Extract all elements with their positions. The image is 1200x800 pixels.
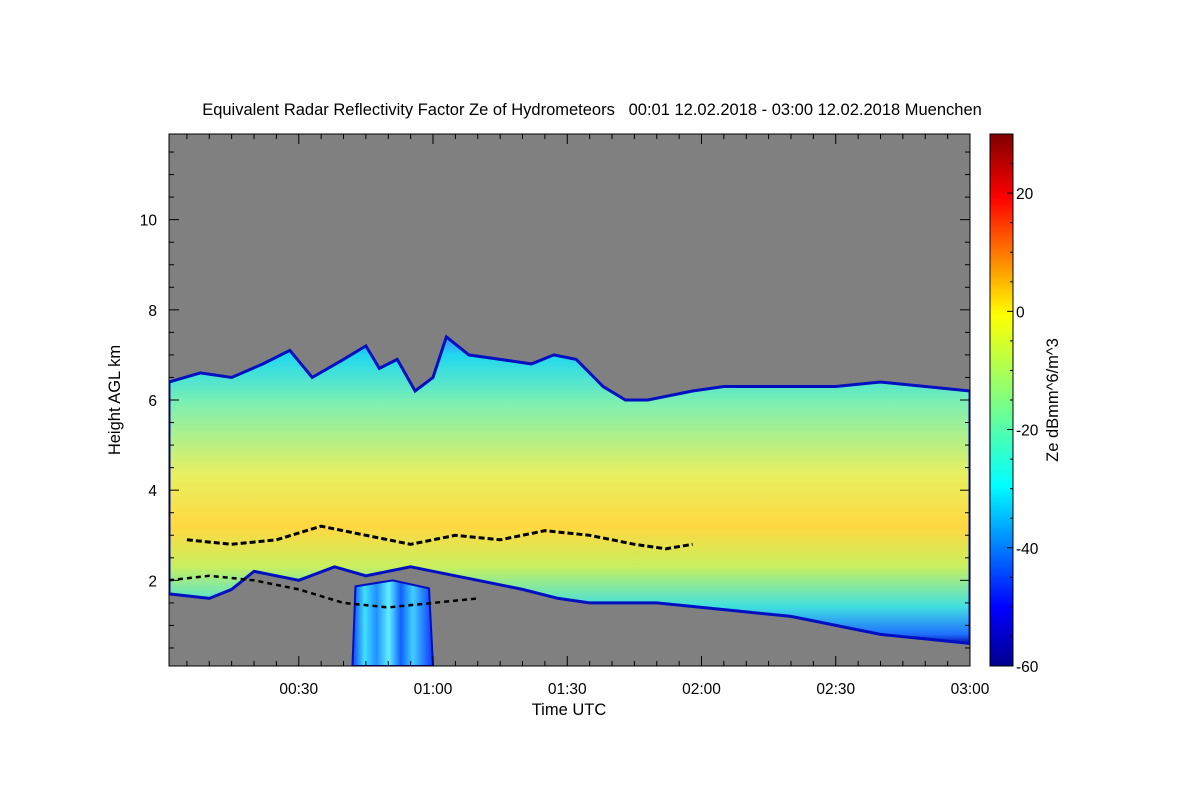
- melting-layer-line: [186, 524, 693, 551]
- colorbar-tick-label: 20: [1016, 186, 1034, 203]
- colorbar-label: Ze dBmm^6/m^3: [1044, 338, 1062, 462]
- x-tick-label: 01:30: [548, 681, 587, 698]
- colorbar-tick-label: -20: [1016, 423, 1039, 440]
- x-axis: 00:30 01:00 01:30 02:00 02:30 03:00: [186, 134, 990, 698]
- x-tick-label: 02:30: [816, 681, 855, 698]
- y-tick-label: 2: [148, 573, 157, 590]
- y-tick-label: 10: [140, 213, 158, 230]
- rain-echo-area: [351, 579, 435, 666]
- y-tick-label: 8: [148, 303, 157, 320]
- plot-area: [169, 134, 970, 666]
- colorbar-ticks: -60 -40 -20 0 20: [1007, 133, 1039, 676]
- x-tick-label: 01:00: [414, 681, 453, 698]
- y-axis: 2 4 6 8 10: [140, 151, 970, 649]
- x-axis-label: Time UTC: [532, 701, 607, 719]
- colorbar-tick-label: -40: [1016, 541, 1039, 558]
- y-tick-label: 6: [148, 393, 157, 410]
- colorbar-tick-label: -60: [1016, 659, 1039, 676]
- y-axis-label: Height AGL km: [106, 345, 124, 455]
- colorbar-tick-label: 0: [1016, 304, 1025, 321]
- colorbar: -60 -40 -20 0 20 Ze dBmm^6/m^3: [989, 133, 1062, 676]
- y-tick-label: 4: [148, 483, 157, 500]
- x-tick-label: 00:30: [279, 681, 318, 698]
- x-tick-label: 03:00: [951, 681, 990, 698]
- x-tick-label: 02:00: [682, 681, 721, 698]
- colorbar-gradient: [989, 133, 1014, 667]
- chart-title: Equivalent Radar Reflectivity Factor Ze …: [202, 101, 982, 119]
- cloud-echo-area: [169, 334, 970, 646]
- low-cloud-base-line: [169, 574, 478, 609]
